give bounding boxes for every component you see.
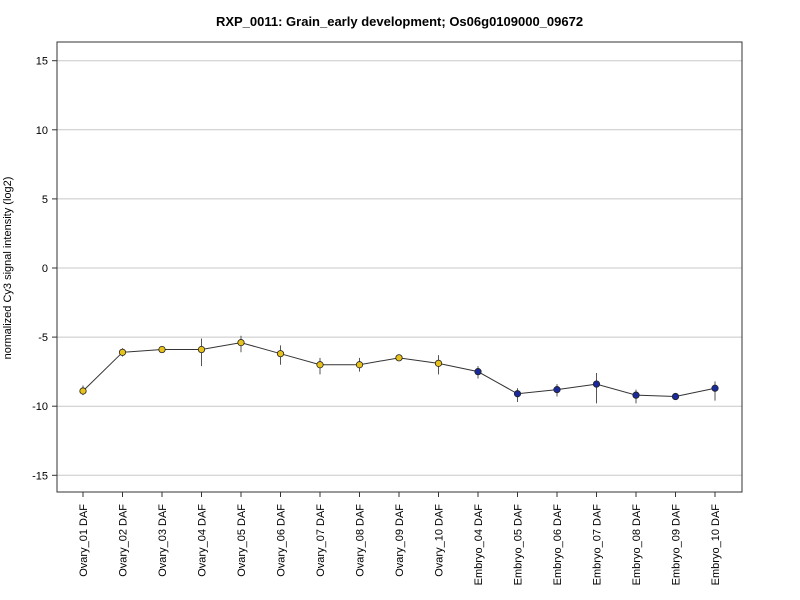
x-tick-label: Embryo_10 DAF [710,504,722,586]
grid-lines [57,60,742,476]
error-bars [82,335,716,404]
x-tick-label: Ovary_04 DAF [197,504,209,577]
data-point [592,380,601,388]
x-tick-label: Ovary_03 DAF [157,504,169,577]
data-point [434,359,443,367]
x-tick-label: Embryo_05 DAF [513,504,525,586]
x-tick-label: Embryo_09 DAF [671,504,683,586]
x-tick-label: Embryo_07 DAF [592,504,604,586]
x-tick-label: Ovary_08 DAF [355,504,367,577]
y-tick-label: 15 [36,56,48,68]
data-point [671,392,680,401]
chart-title: RXP_0011: Grain_early development; Os06g… [215,14,584,29]
data-point [395,354,403,362]
data-point [553,386,561,394]
data-point [355,361,364,369]
data-point [474,368,482,376]
data-point [316,361,324,369]
data-point [276,350,285,358]
data-point [79,387,87,395]
x-tick-label: Ovary_05 DAF [236,504,248,577]
y-tick-label: 0 [42,263,48,275]
data-points [79,339,719,401]
x-tick-label: Ovary_06 DAF [276,504,288,577]
data-point [237,339,245,347]
x-tick-label: Ovary_09 DAF [394,504,406,577]
x-tick-label: Ovary_01 DAF [78,504,90,577]
x-tick-label: Ovary_10 DAF [434,504,446,577]
data-point [632,391,640,399]
x-tick-label: Ovary_02 DAF [118,504,130,577]
y-tick-label: -10 [32,401,48,413]
x-tick-label: Ovary_07 DAF [315,504,327,577]
data-point [513,390,522,398]
data-point [118,348,127,356]
plot-frame [56,41,743,493]
data-point [197,345,206,354]
series-line [82,342,716,398]
data-point [711,384,719,392]
y-tick-label: 10 [36,125,48,137]
x-tick-label: Embryo_06 DAF [552,504,564,586]
x-axis: Ovary_01 DAF Ovary_02 DAF Ovary_03 DAF Ovar… [78,492,722,585]
y-tick-label: -5 [38,332,48,344]
x-tick-label: Embryo_04 DAF [473,504,485,586]
x-tick-label: Embryo_08 DAF [631,504,643,586]
y-tick-label: 5 [42,194,48,206]
y-tick-label: -15 [32,470,48,482]
data-point [158,345,166,354]
y-axis: 15 10 5 0 -5 -10 -15 [32,56,57,482]
